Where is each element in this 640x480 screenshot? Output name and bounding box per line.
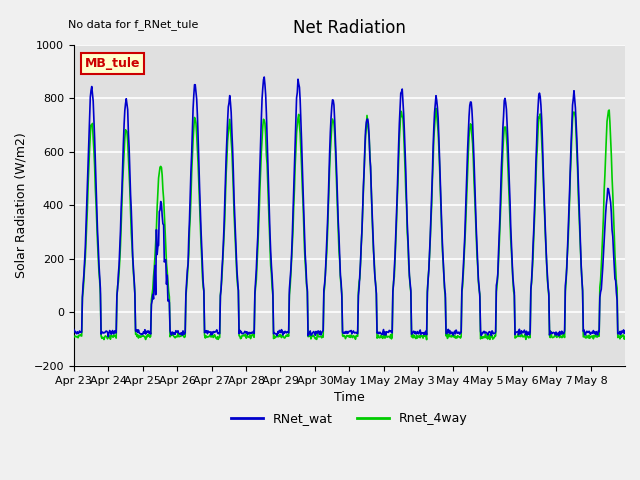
Text: MB_tule: MB_tule (85, 57, 140, 70)
Title: Net Radiation: Net Radiation (293, 20, 406, 37)
Text: No data for f_RNet_tule: No data for f_RNet_tule (68, 19, 198, 30)
Y-axis label: Solar Radiation (W/m2): Solar Radiation (W/m2) (15, 132, 28, 278)
Legend: RNet_wat, Rnet_4way: RNet_wat, Rnet_4way (227, 408, 472, 431)
X-axis label: Time: Time (334, 391, 365, 404)
